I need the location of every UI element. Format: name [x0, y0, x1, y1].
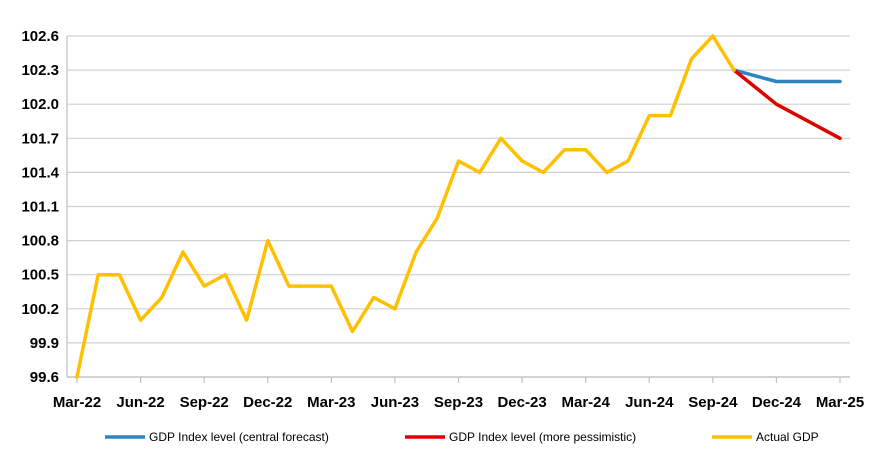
y-tick-label: 100.2 [21, 301, 59, 318]
x-tick-label: Dec-23 [497, 394, 546, 411]
y-tick-labels: 99.6 99.9 100.2 100.5 100.8 101.1 101.4 101.7 10… [21, 28, 59, 386]
legend-label: Actual GDP [756, 430, 819, 444]
x-tick-label: Jun-22 [116, 394, 164, 411]
y-tick-label: 101.4 [21, 164, 59, 181]
y-tick-label: 101.1 [21, 199, 59, 216]
y-tick-label: 102.6 [21, 28, 59, 45]
legend-label: GDP Index level (more pessimistic) [449, 430, 636, 444]
y-tick-label: 100.8 [21, 233, 59, 250]
x-tick-label: Sep-23 [434, 394, 483, 411]
series-line-2 [75, 34, 736, 379]
x-tick-label: Sep-22 [180, 394, 229, 411]
y-tick-label: 102.0 [21, 96, 59, 113]
x-tick-label: Sep-24 [688, 394, 738, 411]
legend: GDP Index level (central forecast) GDP In… [105, 430, 819, 444]
y-tick-label: 99.6 [30, 369, 59, 386]
series-line-1 [732, 68, 842, 141]
x-tick-label: Mar-22 [53, 394, 101, 411]
x-tick-label: Dec-24 [752, 394, 802, 411]
x-tick-label: Dec-22 [243, 394, 292, 411]
series-line-0 [732, 68, 842, 84]
x-tick-label: Mar-25 [816, 394, 864, 411]
y-tick-label: 101.7 [21, 130, 59, 147]
legend-label: GDP Index level (central forecast) [149, 430, 329, 444]
x-tick-labels: Mar-22 Jun-22 Sep-22 Dec-22 Mar-23 Jun-23 Sep-… [53, 394, 864, 411]
x-tick-label: Mar-24 [561, 394, 610, 411]
x-tick-label: Mar-23 [307, 394, 355, 411]
series-lines [75, 34, 842, 379]
y-tick-label: 99.9 [30, 335, 59, 352]
axes [66, 36, 850, 383]
y-tick-label: 102.3 [21, 62, 59, 79]
y-tick-label: 100.5 [21, 267, 59, 284]
gridlines [67, 35, 850, 378]
x-tick-label: Jun-23 [371, 394, 419, 411]
x-tick-label: Jun-24 [625, 394, 674, 411]
